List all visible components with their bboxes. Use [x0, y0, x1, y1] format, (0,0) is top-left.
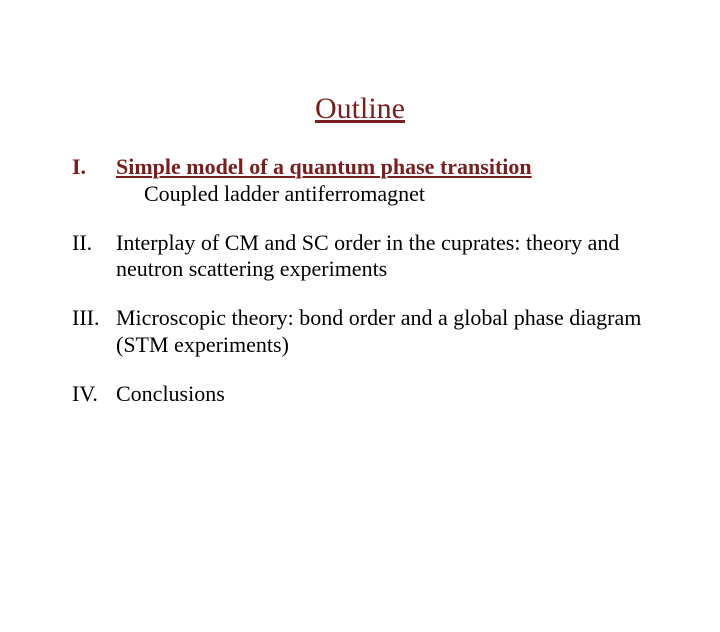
item-body: Microscopic theory: bond order and a glo… — [116, 305, 660, 359]
outline-item-2: II. Interplay of CM and SC order in the … — [72, 230, 660, 284]
item-body: Simple model of a quantum phase transiti… — [116, 154, 660, 208]
item-number: II. — [72, 230, 116, 257]
item-number: IV. — [72, 381, 116, 408]
item-title: Conclusions — [116, 381, 225, 406]
slide-title: Outline — [0, 92, 720, 126]
item-number: I. — [72, 154, 116, 181]
outline-item-1: I. Simple model of a quantum phase trans… — [72, 154, 660, 208]
item-title: Simple model of a quantum phase transiti… — [116, 154, 532, 179]
item-title: Interplay of CM and SC order in the cupr… — [116, 230, 619, 282]
slide-outline: { "title": "Outline", "title_color": "#7… — [0, 92, 720, 632]
outline-item-4: IV. Conclusions — [72, 381, 660, 408]
item-body: Conclusions — [116, 381, 660, 408]
outline-items: I. Simple model of a quantum phase trans… — [72, 154, 660, 408]
item-title: Microscopic theory: bond order and a glo… — [116, 305, 641, 357]
item-body: Interplay of CM and SC order in the cupr… — [116, 230, 660, 284]
item-number: III. — [72, 305, 116, 332]
outline-item-3: III. Microscopic theory: bond order and … — [72, 305, 660, 359]
item-subtitle: Coupled ladder antiferromagnet — [144, 181, 660, 208]
